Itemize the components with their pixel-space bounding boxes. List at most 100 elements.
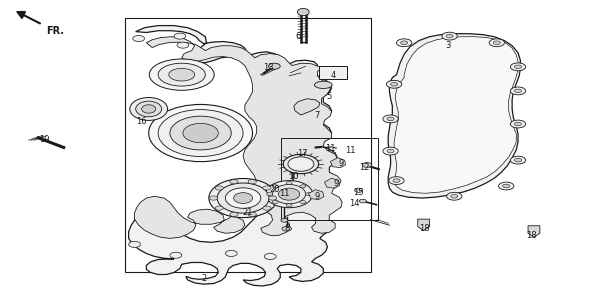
Circle shape [306,193,312,196]
Circle shape [248,212,256,216]
Circle shape [510,87,526,95]
Ellipse shape [183,123,218,143]
Ellipse shape [130,98,168,120]
Polygon shape [418,219,430,231]
Ellipse shape [217,183,269,213]
Polygon shape [129,26,337,286]
Circle shape [362,163,372,167]
Circle shape [493,41,500,45]
Ellipse shape [158,63,205,86]
Polygon shape [135,37,342,238]
Ellipse shape [142,105,156,113]
Circle shape [401,41,408,45]
Circle shape [514,89,522,93]
Polygon shape [309,190,324,200]
Text: 14: 14 [349,199,359,208]
Circle shape [209,196,218,200]
Text: 19: 19 [39,135,50,144]
Circle shape [359,199,366,203]
Ellipse shape [170,116,231,150]
Circle shape [290,192,297,196]
Text: 9: 9 [314,192,319,201]
Text: 10: 10 [289,172,299,181]
Ellipse shape [169,68,195,81]
Text: 3: 3 [445,41,451,50]
Circle shape [230,180,238,184]
Circle shape [442,32,457,40]
Circle shape [268,196,277,200]
Circle shape [396,39,412,47]
Circle shape [263,186,271,190]
Ellipse shape [283,154,319,174]
Circle shape [499,182,514,190]
Circle shape [174,33,186,39]
Text: 4: 4 [331,71,336,80]
Circle shape [389,177,404,185]
Circle shape [286,204,292,207]
Circle shape [170,252,182,258]
Circle shape [281,219,288,222]
Ellipse shape [297,8,309,16]
Ellipse shape [209,178,277,218]
Circle shape [177,42,189,48]
Ellipse shape [288,157,314,171]
Circle shape [447,192,462,200]
Circle shape [489,39,504,47]
Ellipse shape [158,110,243,157]
Circle shape [264,253,276,259]
Circle shape [300,200,306,203]
Circle shape [273,185,278,188]
Circle shape [355,188,363,192]
Circle shape [510,156,526,164]
Circle shape [248,180,256,184]
Circle shape [503,184,510,188]
Text: 16: 16 [136,117,147,126]
Circle shape [446,34,453,38]
Text: 12: 12 [359,163,370,172]
Text: 18: 18 [419,224,430,233]
Circle shape [514,122,522,126]
Circle shape [282,226,291,231]
Circle shape [391,82,398,86]
Ellipse shape [136,101,162,117]
Text: 13: 13 [263,63,274,72]
Text: 9: 9 [339,159,343,168]
Text: 5: 5 [327,92,332,101]
Circle shape [300,185,306,188]
Text: FR.: FR. [46,26,64,36]
Circle shape [386,80,402,88]
Circle shape [273,200,278,203]
Ellipse shape [278,188,300,200]
Circle shape [267,193,273,196]
Circle shape [514,158,522,162]
Ellipse shape [225,188,261,208]
Text: 7: 7 [314,111,320,120]
Text: 8: 8 [284,224,290,233]
Circle shape [451,194,458,198]
Circle shape [383,147,398,155]
Text: 18: 18 [526,231,536,240]
Circle shape [286,182,292,185]
Circle shape [129,241,140,247]
Circle shape [387,149,394,153]
Bar [319,66,347,79]
Text: 15: 15 [353,188,364,197]
Ellipse shape [266,181,313,208]
Polygon shape [294,99,320,115]
Text: 9: 9 [334,178,339,188]
Text: 11: 11 [345,146,355,155]
Circle shape [133,36,145,42]
Circle shape [230,212,238,216]
Text: 2: 2 [201,274,206,283]
Circle shape [387,117,394,121]
Circle shape [510,120,526,128]
Polygon shape [388,34,520,198]
Ellipse shape [234,193,253,203]
Circle shape [268,63,280,69]
Ellipse shape [314,81,332,88]
Text: 17: 17 [297,149,307,158]
Text: 11: 11 [279,189,290,198]
Polygon shape [394,37,518,193]
Circle shape [383,115,398,123]
Text: 20: 20 [269,185,280,194]
